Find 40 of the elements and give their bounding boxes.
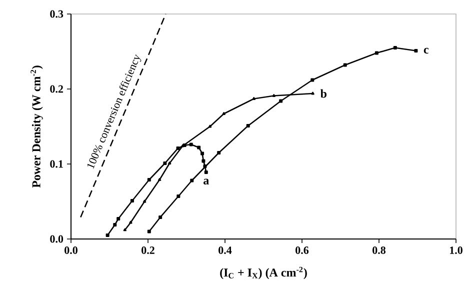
point: [116, 216, 120, 220]
y-tick-label: 0.0: [50, 235, 64, 243]
point: [113, 222, 117, 226]
point: [147, 178, 151, 182]
x-tick-label: 0.8: [372, 246, 386, 254]
x-tick-label: 1.0: [450, 246, 462, 254]
point: [393, 46, 397, 50]
x-tick-label: 0.4: [218, 246, 232, 254]
point: [203, 164, 207, 168]
x-tick-label: 0.2: [142, 246, 154, 254]
point: [310, 78, 314, 82]
point: [414, 48, 418, 52]
y-tick-label: 0.3: [50, 10, 64, 18]
point: [176, 194, 180, 198]
x-axis-title: (I$_{C}$ + I$_{X}$) (A cm$^{-2}$): [220, 266, 307, 280]
point: [202, 159, 206, 163]
point: [147, 230, 151, 234]
point: [106, 233, 110, 237]
point: [374, 51, 378, 55]
series-label: c: [424, 48, 429, 54]
series-label: a: [204, 178, 209, 185]
point: [158, 215, 162, 219]
x-tick-label: 0.0: [64, 246, 78, 254]
y-axis-title: Power Density (W cm$^{-2}$): [30, 66, 43, 188]
point: [163, 161, 167, 165]
y-tick-label: 0.1: [50, 160, 63, 168]
point: [217, 150, 221, 154]
point: [130, 198, 134, 202]
point: [343, 63, 347, 67]
point: [204, 170, 208, 174]
point: [176, 146, 180, 150]
point: [279, 99, 283, 103]
series-label: b: [320, 89, 326, 98]
point: [200, 152, 204, 156]
point: [197, 146, 201, 150]
point: [246, 124, 250, 128]
y-tick-label: 0.2: [50, 85, 63, 93]
x-tick-label: 0.6: [296, 246, 309, 254]
point: [189, 142, 193, 146]
point: [190, 178, 194, 182]
